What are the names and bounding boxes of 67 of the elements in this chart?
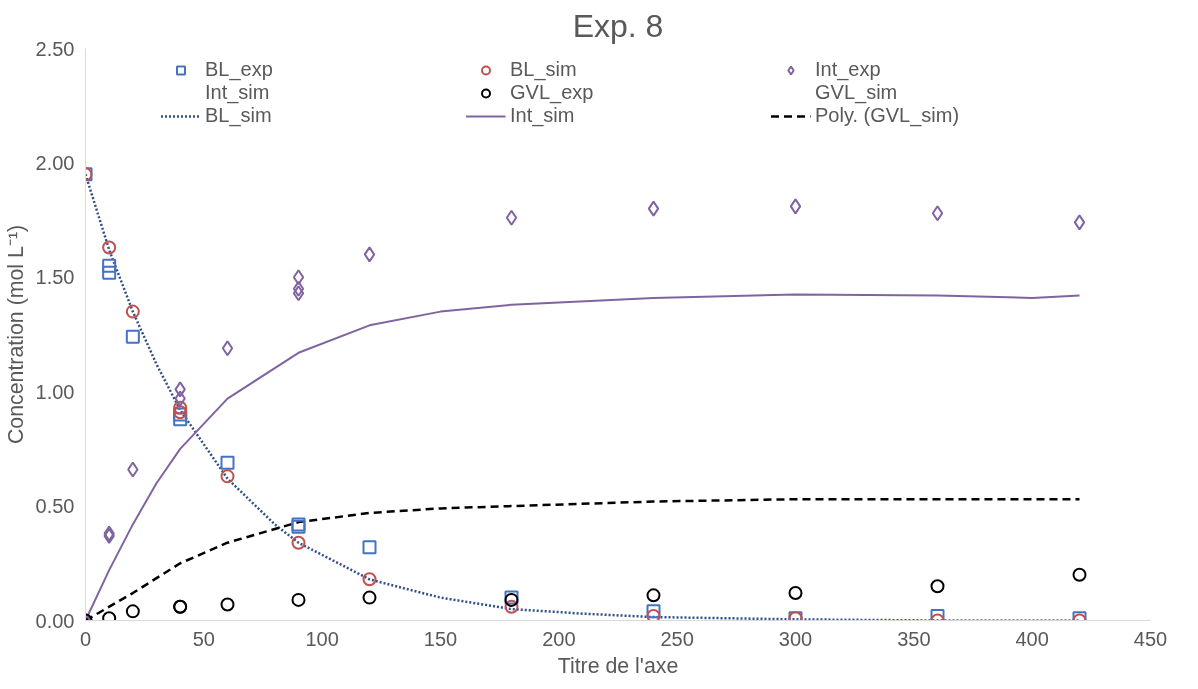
point [292, 285, 305, 302]
point [102, 265, 117, 280]
point [220, 597, 235, 612]
point [504, 599, 519, 614]
point [173, 400, 188, 415]
point [174, 381, 186, 398]
point [220, 469, 235, 484]
x-tick-label: 300 [778, 627, 813, 650]
x-tick-label: 350 [897, 627, 931, 650]
point [931, 205, 944, 222]
y-tick-label: 0.00 [35, 609, 75, 632]
legend-label: Int_exp [815, 58, 882, 81]
y-axis-title: Concentration (mol L⁻¹) [3, 224, 28, 445]
point [505, 209, 518, 226]
legend-label: GVL_exp [510, 81, 595, 104]
point [291, 535, 306, 550]
x-tick-label: 0 [79, 627, 92, 650]
point [930, 608, 945, 621]
legend-label: Poly. (GVL_sim) [815, 104, 961, 127]
point [125, 304, 140, 319]
point [221, 340, 234, 357]
x-tick-label: 150 [423, 627, 458, 650]
point [292, 280, 305, 297]
x-tick-label: 200 [542, 627, 576, 650]
legend-label: BL_sim [510, 58, 578, 81]
x-tick-label: 400 [1015, 627, 1049, 650]
point [646, 608, 661, 621]
y-tick-label: 1.00 [35, 380, 75, 403]
y-tick-label: 1.50 [35, 266, 75, 289]
point [362, 540, 377, 555]
x-tick-label: 100 [305, 627, 339, 650]
point [174, 390, 186, 407]
point [363, 246, 376, 263]
point [789, 198, 802, 215]
point [102, 258, 117, 273]
x-axis-title: Titre de l'axe [557, 653, 679, 678]
point [292, 269, 305, 286]
point [220, 455, 235, 470]
point [788, 586, 803, 601]
point [646, 588, 661, 603]
chart-title: Exp. 8 [572, 7, 664, 44]
y-tick-label: 2.00 [35, 151, 75, 174]
text: GVL_sim [815, 81, 899, 104]
text: Int_sim [205, 81, 271, 104]
point [127, 461, 139, 478]
point [102, 240, 117, 255]
line-series [85, 293, 1081, 621]
x-tick-label: 250 [660, 627, 694, 650]
point [125, 329, 140, 344]
point [125, 604, 140, 619]
legend-label: BL_sim [205, 104, 273, 127]
x-tick-label: 450 [1133, 627, 1168, 650]
legend-label: Int_sim [510, 104, 576, 127]
point [646, 604, 661, 619]
point [362, 572, 377, 587]
point [1072, 567, 1087, 582]
point [173, 412, 188, 427]
point [362, 590, 377, 605]
y-tick-label: 2.50 [35, 37, 75, 60]
point [930, 579, 945, 594]
point [1073, 214, 1086, 231]
legend-label: BL_exp [205, 58, 274, 81]
point [647, 200, 660, 217]
line-series [85, 497, 1081, 621]
y-tick-label: 0.50 [35, 495, 75, 518]
x-tick-label: 50 [192, 627, 215, 650]
point [291, 592, 306, 607]
